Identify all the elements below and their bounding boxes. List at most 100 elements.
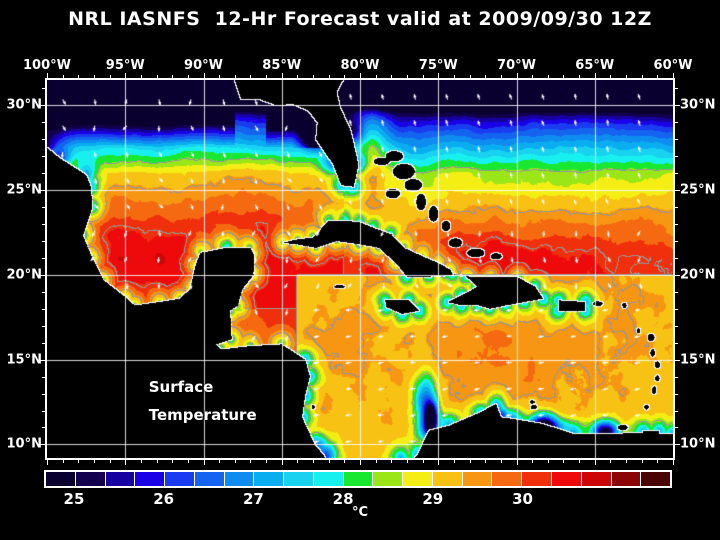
- lon-tick: [172, 75, 174, 78]
- colorbar-cell-6: [224, 472, 255, 486]
- colorbar-cell-2: [105, 472, 136, 486]
- lat-tick: [675, 393, 678, 395]
- colorbar-tick-27: 27: [242, 490, 264, 508]
- lon-tick: [266, 460, 268, 463]
- lon-label--85: 85°W: [262, 58, 302, 73]
- lon-tick: [469, 460, 471, 463]
- lon-tick: [532, 460, 534, 463]
- temperature-colorbar: [44, 470, 672, 488]
- lon-tick: [673, 73, 674, 78]
- lat-tick: [42, 224, 45, 226]
- lat-tick: [675, 308, 678, 310]
- lon-tick: [532, 75, 534, 78]
- lon-tick: [375, 460, 377, 463]
- colorbar-cell-18: [581, 472, 612, 486]
- temperature-map: Surface Temperature: [45, 78, 675, 460]
- colorbar-cell-19: [611, 472, 642, 486]
- colorbar-tick-26: 26: [153, 490, 175, 508]
- lon-tick: [391, 75, 393, 78]
- lon-tick: [328, 75, 330, 78]
- lon-tick: [453, 75, 455, 78]
- lon-tick: [563, 460, 565, 463]
- lon-tick: [203, 460, 205, 465]
- lon-tick: [344, 460, 346, 463]
- colorbar-cell-3: [135, 472, 166, 486]
- lon-tick: [203, 73, 205, 78]
- colorbar-tick-25: 25: [63, 490, 85, 508]
- lon-tick: [93, 75, 95, 78]
- lon-tick: [250, 75, 252, 78]
- lon-tick: [673, 460, 674, 465]
- lon-tick: [360, 73, 361, 78]
- lon-label--70: 70°W: [497, 58, 536, 73]
- lon-tick: [47, 73, 48, 78]
- lon-tick: [406, 460, 408, 463]
- lat-tick: [675, 427, 678, 429]
- lon-tick: [266, 75, 268, 78]
- colorbar-tick-29: 29: [422, 490, 444, 508]
- lon-tick: [626, 460, 628, 463]
- lon-tick: [219, 460, 221, 463]
- map-frame: [45, 78, 675, 460]
- lat-tick: [40, 444, 45, 446]
- lon-tick: [125, 73, 127, 78]
- lon-label--60: 60°W: [653, 58, 693, 73]
- lon-tick: [500, 460, 502, 463]
- lon-tick: [344, 75, 346, 78]
- lon-label--90: 90°W: [184, 58, 223, 73]
- lat-tick: [42, 342, 45, 344]
- lat-label-left-30: 30°N: [6, 97, 42, 113]
- lon-tick: [391, 460, 393, 463]
- lon-tick: [62, 75, 64, 78]
- lat-tick: [42, 376, 45, 378]
- lon-tick: [78, 460, 80, 463]
- lon-tick: [563, 75, 565, 78]
- lon-tick: [453, 460, 455, 463]
- lon-tick: [313, 75, 315, 78]
- lon-tick: [406, 75, 408, 78]
- lat-tick: [675, 122, 678, 124]
- lon-tick: [579, 460, 581, 463]
- lon-tick: [485, 460, 487, 463]
- lat-tick: [675, 224, 678, 226]
- lat-tick: [675, 410, 678, 412]
- lon-tick: [93, 460, 95, 463]
- lon-tick: [109, 460, 111, 463]
- colorbar-tick-30: 30: [512, 490, 533, 508]
- lon-tick: [610, 75, 612, 78]
- colorbar-cell-16: [522, 472, 553, 486]
- lat-label-left-25: 25°N: [6, 182, 42, 198]
- lon-tick: [579, 75, 581, 78]
- lat-tick: [42, 308, 45, 310]
- colorbar-cell-20: [641, 472, 671, 486]
- lat-tick: [675, 342, 678, 344]
- lat-tick: [675, 359, 680, 361]
- lon-tick: [125, 460, 127, 465]
- colorbar-cell-1: [75, 472, 106, 486]
- lat-tick: [675, 241, 678, 243]
- lat-label-left-15: 15°N: [6, 352, 42, 368]
- lon-tick: [140, 75, 142, 78]
- lat-label-left-10: 10°N: [6, 436, 42, 452]
- lon-tick: [313, 460, 315, 463]
- lat-tick: [675, 444, 680, 446]
- colorbar-cell-0: [46, 472, 76, 486]
- lat-label-left-20: 20°N: [6, 267, 42, 283]
- colorbar-cell-4: [165, 472, 195, 486]
- lon-tick: [109, 75, 111, 78]
- lon-tick: [657, 75, 659, 78]
- lat-tick: [675, 274, 680, 276]
- colorbar-tick-28: 28: [332, 490, 354, 508]
- lon-tick: [234, 75, 236, 78]
- temperature-field-canvas: [47, 80, 673, 458]
- lat-tick: [42, 156, 45, 158]
- lon-label--80: 80°W: [340, 58, 380, 73]
- lat-tick: [42, 173, 45, 175]
- lon-tick: [281, 460, 283, 465]
- lon-tick: [234, 460, 236, 463]
- lat-tick: [42, 410, 45, 412]
- lat-tick: [675, 105, 680, 107]
- lat-tick: [42, 291, 45, 293]
- lat-tick: [675, 190, 680, 192]
